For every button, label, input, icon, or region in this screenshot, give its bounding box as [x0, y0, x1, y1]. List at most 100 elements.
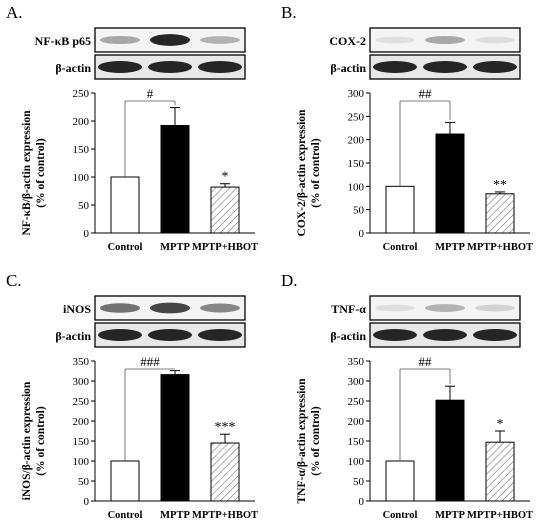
target-blot-band [475, 36, 515, 44]
actin-blot-band [373, 61, 417, 73]
y-tick-label: 250 [348, 396, 365, 408]
y-axis-label-line1: TNF-α/β-actin expression [296, 378, 308, 504]
x-tick-label: MPTP+HBOT [192, 242, 258, 253]
y-tick-label: 150 [73, 436, 90, 448]
y-axis-label-line2: (% of control) [310, 406, 322, 476]
bar-mptp [435, 399, 465, 502]
actin-blot-band [198, 61, 242, 73]
y-axis-label-line2: (% of control) [35, 406, 47, 476]
target-blot-frame [369, 295, 521, 321]
y-tick-label: 0 [84, 496, 90, 508]
panel-inos: C. iNOS β-actin 0 50 100 150 200 250 300 350 iNOS/β… [0, 268, 275, 530]
x-tick-label: MPTP+HBOT [467, 242, 533, 253]
bar-control [110, 176, 140, 234]
actin-blot-band [373, 329, 417, 341]
y-axis-label: TNF-α/β-actin expression (% of control) [296, 378, 322, 504]
target-blot-band [425, 304, 465, 312]
bracket-significance: # [147, 86, 154, 101]
y-axis-label-line2: (% of control) [35, 138, 47, 208]
bar-mptp-hbot [485, 441, 515, 502]
bar-control [110, 460, 140, 502]
actin-blot [369, 54, 521, 80]
bracket-significance: ### [140, 354, 160, 369]
actin-blot-band [148, 329, 192, 341]
target-blot-band [200, 36, 240, 44]
cox2-figure: B. COX-2 β-actin 0 50 100 150 200 250 300 COX-2/β-… [281, 3, 533, 253]
y-tick-label: 250 [73, 396, 90, 408]
bar-mptp-hbot [210, 186, 240, 234]
y-axis-label: iNOS/β-actin expression (% of control) [21, 381, 47, 500]
target-blot [369, 295, 521, 321]
x-tick-label: MPTP+HBOT [467, 510, 533, 521]
target-protein-label: TNF-α [331, 302, 366, 316]
y-tick-label: 100 [348, 456, 365, 468]
loading-control-label: β-actin [330, 61, 366, 75]
target-blot-band [100, 303, 140, 313]
panel-nfkb: A. NF-κB p65 β-actin 0 50 100 150 200 250 NF-κB/β… [0, 0, 275, 262]
x-tick-label: Control [108, 510, 143, 521]
target-protein-label: NF-κB p65 [35, 34, 91, 48]
actin-blot-band [473, 329, 517, 341]
y-tick-label: 50 [353, 476, 365, 488]
x-tick-label: MPTP [435, 510, 465, 521]
y-tick-label: 0 [359, 496, 365, 508]
actin-blot-band [423, 61, 467, 73]
y-tick-label: 100 [73, 172, 90, 184]
target-protein-label: iNOS [63, 302, 91, 316]
x-tick-label: MPTP [435, 242, 465, 253]
loading-control-label: β-actin [330, 329, 366, 343]
y-tick-label: 0 [359, 228, 365, 240]
y-tick-label: 250 [348, 111, 365, 123]
loading-control-label: β-actin [55, 329, 91, 343]
target-blot-band [100, 35, 140, 45]
panel-label: C. [6, 271, 22, 290]
x-tick-label: Control [383, 242, 418, 253]
y-tick-label: 100 [348, 181, 365, 193]
x-tick-label: MPTP+HBOT [192, 510, 258, 521]
y-tick-label: 300 [73, 376, 90, 388]
panel-label: B. [281, 3, 297, 22]
panel-label: D. [281, 271, 298, 290]
bar-control [385, 460, 415, 502]
target-blot-band [200, 303, 240, 313]
target-blot [369, 27, 521, 53]
actin-blot-band [98, 61, 142, 73]
target-blot [94, 295, 246, 321]
target-blot-band [375, 304, 415, 312]
target-blot-band [475, 304, 515, 312]
y-axis-label-line1: COX-2/β-actin expression [296, 109, 308, 237]
bar-mptp-hbot [485, 193, 515, 234]
y-tick-label: 100 [73, 456, 90, 468]
inos-figure: C. iNOS β-actin 0 50 100 150 200 250 300 350 iNOS/β… [6, 271, 258, 521]
x-tick-label: Control [383, 510, 418, 521]
actin-blot [94, 54, 246, 80]
bar-mptp [160, 124, 190, 234]
bar-control [385, 185, 415, 234]
target-blot-band [150, 302, 190, 314]
target-blot-band [425, 35, 465, 45]
target-protein-label: COX-2 [329, 34, 366, 48]
target-blot-band [150, 34, 190, 46]
nfkb-figure: A. NF-κB p65 β-actin 0 50 100 150 200 250 NF-κB/β… [6, 3, 258, 253]
bar-mptp-hbot [210, 442, 240, 502]
y-tick-label: 150 [348, 158, 365, 170]
y-tick-label: 150 [73, 144, 90, 156]
y-tick-label: 350 [348, 356, 365, 368]
target-blot-band [375, 36, 415, 44]
y-tick-label: 150 [348, 436, 365, 448]
y-axis-label-line1: iNOS/β-actin expression [21, 381, 33, 500]
bar-mptp [160, 374, 190, 502]
target-blot [94, 27, 246, 53]
y-tick-label: 300 [348, 376, 365, 388]
y-tick-label: 50 [78, 200, 90, 212]
panel-tnfa: D. TNF-α β-actin 0 50 100 150 200 250 300 350 TNF-α… [275, 268, 550, 530]
bracket-significance: ## [419, 354, 433, 369]
y-tick-label: 50 [78, 476, 90, 488]
actin-blot [369, 322, 521, 348]
tnfa-figure: D. TNF-α β-actin 0 50 100 150 200 250 300 350 TNF-α… [281, 271, 533, 521]
actin-blot [94, 322, 246, 348]
x-tick-label: Control [108, 242, 143, 253]
y-tick-label: 200 [348, 416, 365, 428]
significance-marker: * [222, 170, 229, 185]
y-axis-label: NF-κB/β-actin expression (% of control) [21, 110, 47, 236]
